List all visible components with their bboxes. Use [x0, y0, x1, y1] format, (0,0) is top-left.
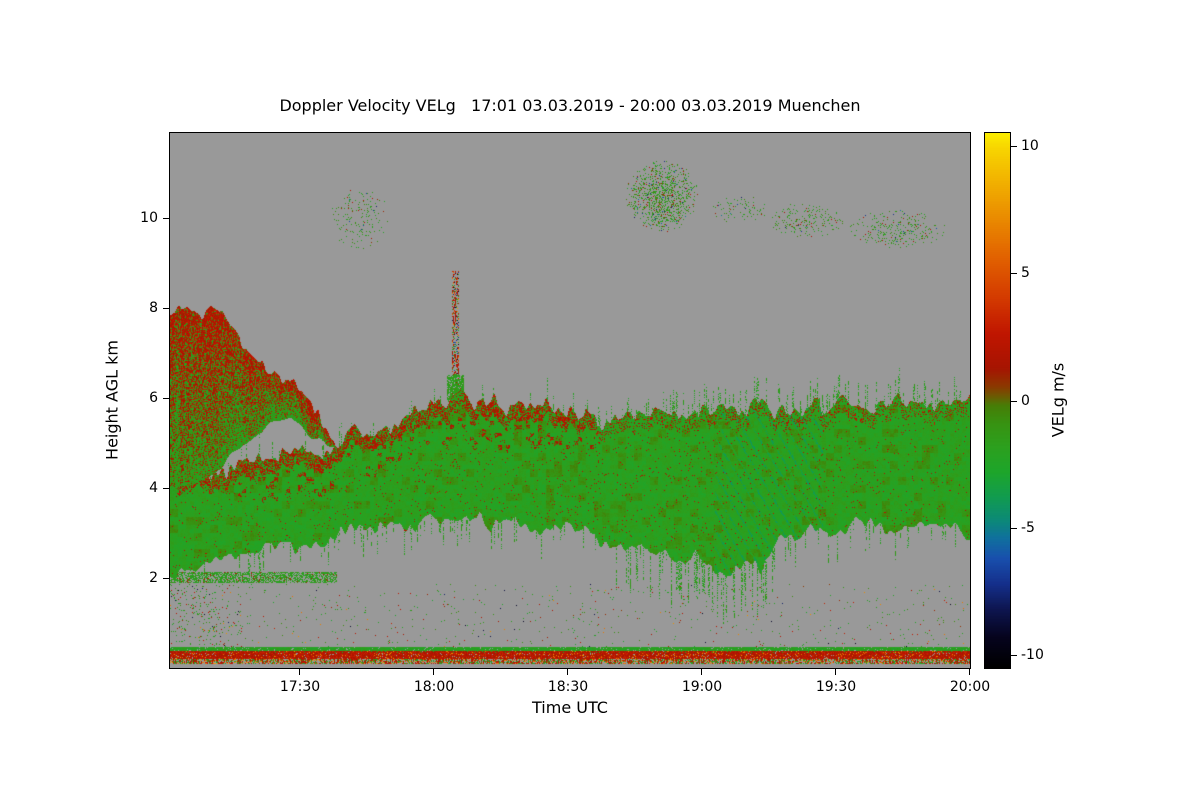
x-axis-tick-label: 18:00 [413, 679, 455, 695]
colorbar-tick [1011, 655, 1017, 656]
y-axis-tick-label: 10 [140, 210, 158, 226]
colorbar-tick [1011, 273, 1017, 274]
x-axis-tick [299, 669, 300, 675]
y-axis-tick [163, 218, 169, 219]
x-axis-tick [433, 669, 434, 675]
y-axis-tick-label: 2 [149, 570, 158, 586]
y-axis-tick [163, 398, 169, 399]
plot-area [169, 132, 971, 669]
colorbar-tick-label: 0 [1021, 393, 1030, 409]
y-axis-label: Height AGL km [102, 340, 122, 460]
colorbar-tick-label: -10 [1021, 647, 1044, 663]
y-axis-tick [163, 578, 169, 579]
y-axis-tick [163, 488, 169, 489]
colorbar-tick [1011, 401, 1017, 402]
x-axis-tick-label: 18:30 [547, 679, 589, 695]
x-axis-tick [701, 669, 702, 675]
y-axis-tick [163, 308, 169, 309]
x-axis-tick-label: 19:30 [815, 679, 857, 695]
colorbar-tick-label: 5 [1021, 265, 1030, 281]
y-axis-tick-label: 6 [149, 390, 158, 406]
colorbar-tick-label: 10 [1021, 138, 1039, 154]
x-axis-tick-label: 17:30 [279, 679, 321, 695]
x-axis-label: Time UTC [532, 698, 608, 717]
colorbar-tick-label: -5 [1021, 520, 1035, 536]
heatmap-canvas [170, 133, 970, 668]
colorbar-tick [1011, 146, 1017, 147]
x-axis-tick-label: 19:00 [681, 679, 723, 695]
colorbar-canvas [985, 133, 1010, 668]
x-axis-tick-label: 20:00 [949, 679, 991, 695]
colorbar-tick [1011, 528, 1017, 529]
x-axis-tick [969, 669, 970, 675]
y-axis-tick-label: 8 [149, 300, 158, 316]
x-axis-tick [835, 669, 836, 675]
colorbar [984, 132, 1011, 669]
y-axis-tick-label: 4 [149, 480, 158, 496]
x-axis-tick [567, 669, 568, 675]
chart-title: Doppler Velocity VELg 17:01 03.03.2019 -… [279, 96, 861, 115]
